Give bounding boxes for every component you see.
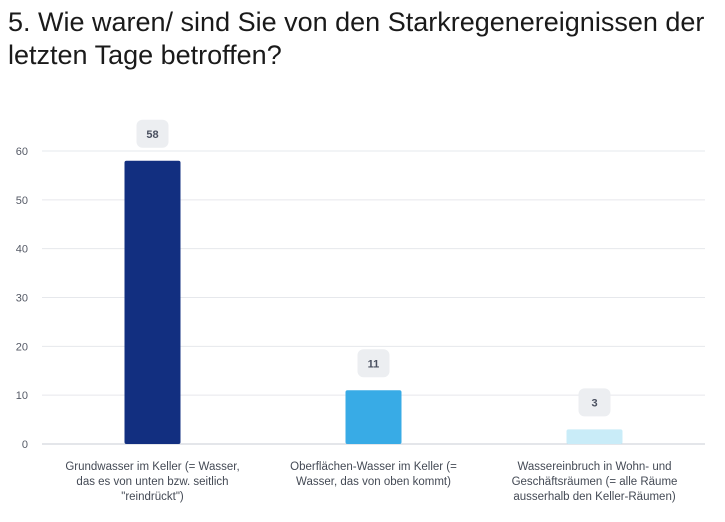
bar [566, 429, 623, 444]
x-tick-label: Oberflächen-Wasser im Keller (= Wasser, d… [269, 460, 479, 490]
y-tick-label: 50 [16, 195, 28, 207]
data-label-badge [357, 349, 390, 378]
y-tick-label: 20 [16, 341, 28, 353]
data-label: 58 [146, 129, 158, 141]
y-tick-label: 60 [16, 146, 28, 158]
data-label-badge [136, 119, 169, 148]
x-tick-label-line: Geschäftsräumen (= alle Räume [511, 476, 678, 488]
y-tick-label: 40 [16, 244, 28, 256]
x-tick-label: Grundwasser im Keller (= Wasser, das es v… [48, 460, 258, 505]
bar [345, 390, 402, 444]
bar [124, 160, 181, 444]
x-tick-label: Wassereinbruch in Wohn- und Geschäftsräum… [490, 460, 700, 505]
x-tick-label-line: ausserhalb den Keller-Räumen) [513, 491, 676, 503]
x-tick-label-line: Wassereinbruch in Wohn- und [517, 461, 672, 473]
data-label: 3 [591, 397, 597, 409]
y-tick-label: 30 [16, 293, 28, 305]
x-tick-label-line: Grundwasser im Keller (= Wasser, [65, 461, 240, 473]
data-label-badge [578, 388, 611, 417]
y-tick-label: 0 [22, 439, 28, 451]
x-tick-label-line: Oberflächen-Wasser im Keller (= [290, 461, 457, 473]
y-tick-label: 10 [16, 390, 28, 402]
x-tick-label-line: "reindrückt") [121, 491, 184, 503]
x-tick-label-line: Wasser, das von oben kommt) [296, 476, 451, 488]
chart-title: 5. Wie waren/ sind Sie von den Starkrege… [8, 7, 705, 70]
data-label: 11 [368, 358, 380, 370]
x-tick-label-line: das es von unten bzw. seitlich [76, 476, 229, 488]
